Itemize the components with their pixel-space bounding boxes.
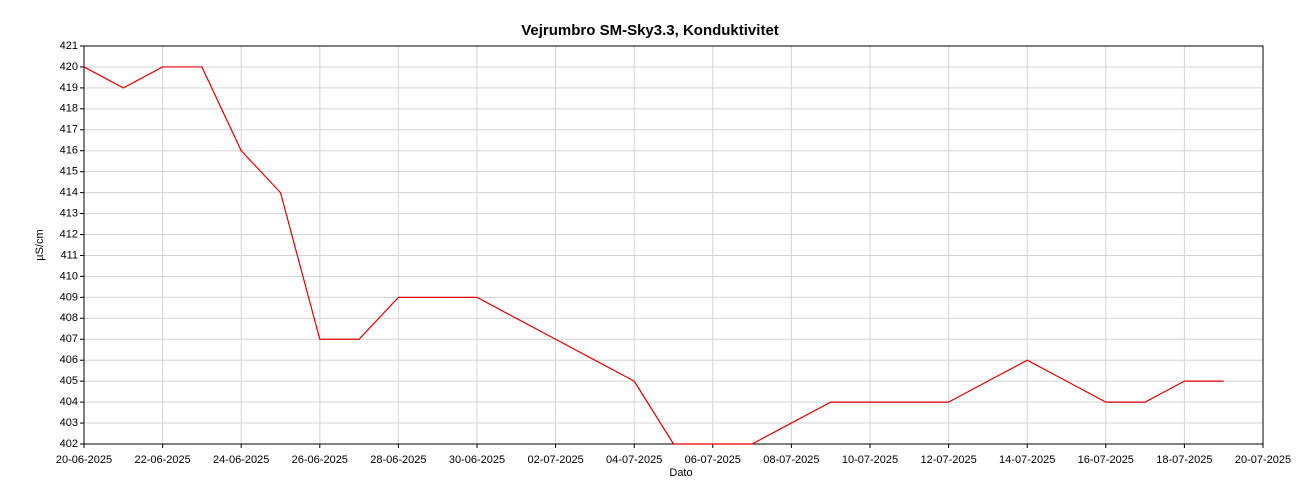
x-tick-label: 10-07-2025 — [842, 454, 898, 466]
y-tick-label: 420 — [60, 61, 78, 73]
y-tick-label: 416 — [60, 145, 78, 157]
y-tick-label: 404 — [60, 396, 78, 408]
x-tick-label: 28-06-2025 — [370, 454, 426, 466]
y-tick-label: 409 — [60, 291, 78, 303]
x-tick-label: 22-06-2025 — [134, 454, 190, 466]
y-tick-label: 421 — [60, 40, 78, 52]
plot-frame — [83, 45, 1264, 445]
x-tick-label: 24-06-2025 — [213, 454, 269, 466]
y-tick-label: 405 — [60, 375, 78, 387]
x-tick-label: 20-07-2025 — [1235, 454, 1291, 466]
x-tick-label: 08-07-2025 — [763, 454, 819, 466]
data-line — [83, 66, 1224, 445]
y-tick-label: 403 — [60, 417, 78, 429]
x-axis-label: Dato — [669, 467, 692, 479]
y-tick-label: 413 — [60, 207, 78, 219]
chart-title: Vejrumbro SM-Sky3.3, Konduktivitet — [521, 22, 779, 39]
y-tick-label: 410 — [60, 270, 78, 282]
y-tick-label: 414 — [60, 187, 78, 199]
y-tick-label: 417 — [60, 124, 78, 136]
x-tick-label: 14-07-2025 — [999, 454, 1055, 466]
x-tick-label: 20-06-2025 — [56, 454, 112, 466]
y-tick-label: 419 — [60, 82, 78, 94]
y-tick-label: 408 — [60, 312, 78, 324]
y-tick-label: 411 — [60, 249, 78, 261]
x-tick-label: 12-07-2025 — [920, 454, 976, 466]
y-tick-label: 412 — [60, 228, 78, 240]
x-tick-label: 30-06-2025 — [449, 454, 505, 466]
x-tick-label: 18-07-2025 — [1156, 454, 1212, 466]
y-tick-label: 418 — [60, 103, 78, 115]
y-tick-label: 402 — [60, 438, 78, 450]
x-tick-label: 16-07-2025 — [1078, 454, 1134, 466]
x-tick-label: 26-06-2025 — [292, 454, 348, 466]
x-tick-label: 02-07-2025 — [527, 454, 583, 466]
x-tick-label: 04-07-2025 — [606, 454, 662, 466]
y-axis-label: µS/cm — [34, 229, 46, 260]
x-tick-label: 06-07-2025 — [685, 454, 741, 466]
y-tick-label: 407 — [60, 333, 78, 345]
y-tick-label: 415 — [60, 166, 78, 178]
y-tick-label: 406 — [60, 354, 78, 366]
